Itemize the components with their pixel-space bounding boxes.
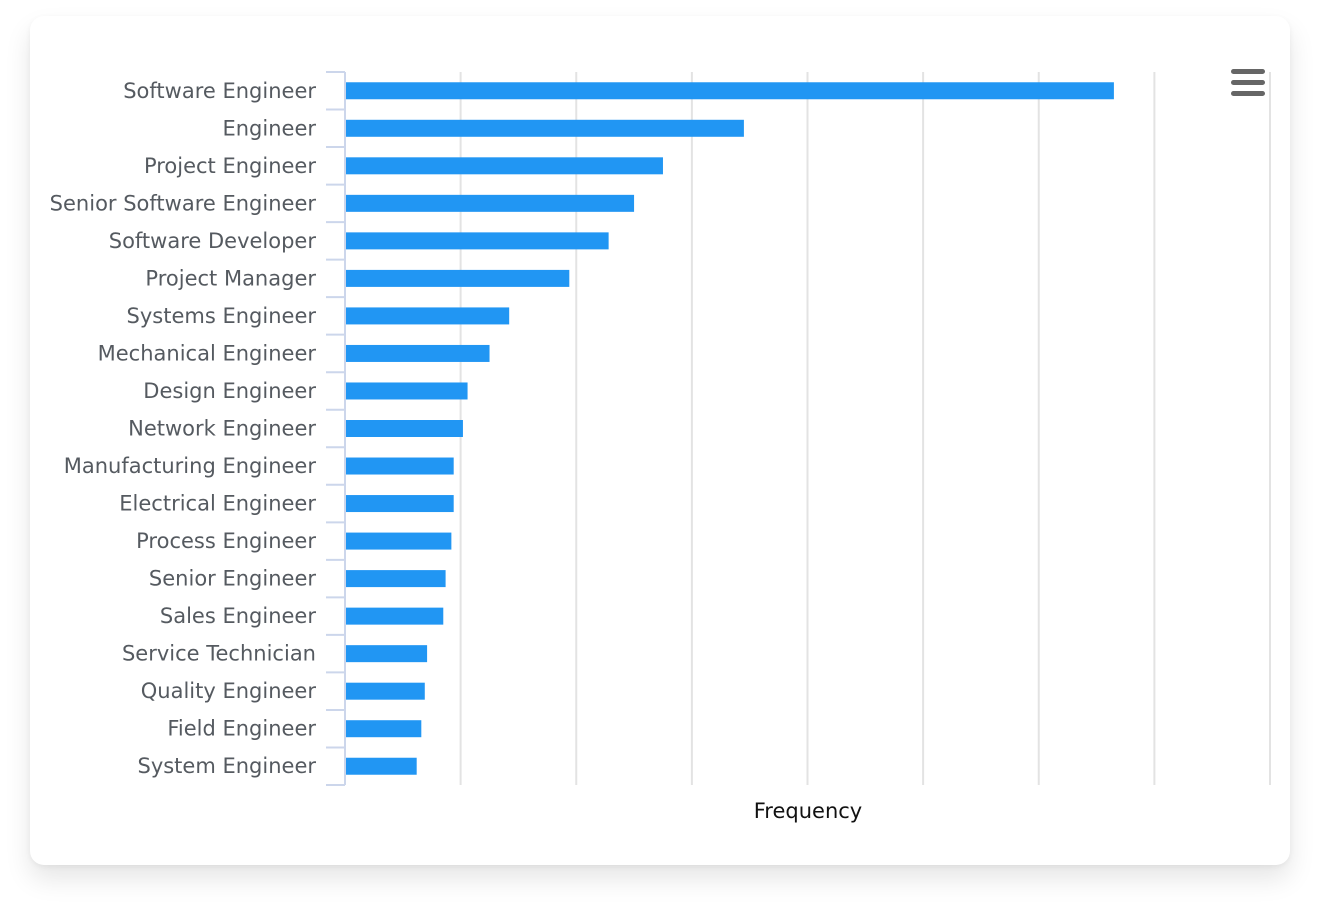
category-label: Software Developer	[109, 229, 317, 253]
category-label: System Engineer	[137, 754, 316, 778]
bar[interactable]	[346, 570, 446, 588]
category-label: Project Engineer	[144, 154, 316, 178]
category-label: Senior Engineer	[149, 567, 316, 591]
category-label: Process Engineer	[136, 529, 316, 553]
bar[interactable]	[346, 757, 417, 775]
bar[interactable]	[346, 232, 609, 250]
category-label: Sales Engineer	[160, 604, 316, 628]
category-label: Field Engineer	[167, 717, 316, 741]
bar[interactable]	[346, 307, 510, 325]
bar[interactable]	[346, 157, 663, 175]
category-label: Engineer	[222, 116, 316, 140]
category-label: Manufacturing Engineer	[64, 454, 317, 478]
bar[interactable]	[346, 194, 635, 212]
bar[interactable]	[346, 682, 425, 700]
category-label: Electrical Engineer	[119, 492, 316, 516]
category-label: Network Engineer	[128, 417, 316, 441]
bar[interactable]	[346, 344, 490, 362]
bar[interactable]	[346, 382, 468, 400]
bar[interactable]	[346, 495, 454, 513]
bar[interactable]	[346, 269, 570, 287]
bar[interactable]	[346, 119, 744, 137]
y-axis	[326, 71, 346, 786]
category-label: Design Engineer	[143, 379, 316, 403]
category-label: Systems Engineer	[127, 304, 317, 328]
x-axis-title: Frequency	[754, 799, 863, 823]
grid-lines	[459, 72, 1271, 785]
category-label: Quality Engineer	[141, 679, 317, 703]
bar[interactable]	[346, 532, 452, 550]
bar[interactable]	[346, 720, 422, 738]
category-label: Mechanical Engineer	[98, 341, 317, 365]
bars	[346, 82, 1114, 775]
category-labels: Software Engineer Engineer Project Enginee…	[50, 79, 317, 778]
bar[interactable]	[346, 420, 463, 437]
category-label: Software Engineer	[123, 79, 316, 103]
hamburger-menu-icon[interactable]	[1228, 66, 1268, 100]
category-label: Project Manager	[145, 266, 316, 290]
bar[interactable]	[346, 607, 444, 625]
bar[interactable]	[346, 82, 1114, 100]
category-label: Service Technician	[122, 642, 316, 666]
bar[interactable]	[346, 645, 428, 663]
category-label: Senior Software Engineer	[50, 191, 317, 215]
bar[interactable]	[346, 457, 454, 475]
